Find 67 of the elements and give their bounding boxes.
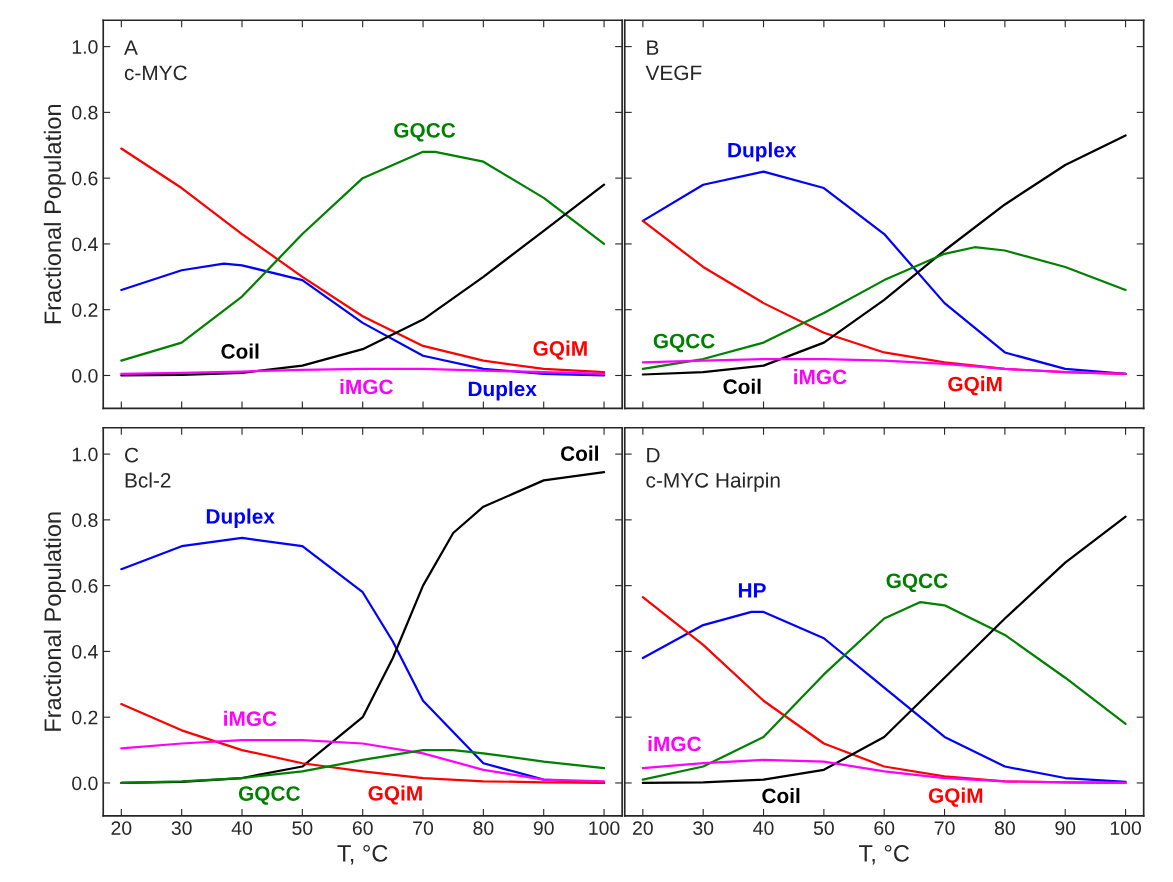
series-label: Coil xyxy=(560,445,598,461)
annotation: A xyxy=(124,40,138,55)
series-label: GQiM xyxy=(928,787,983,807)
x-tick-label: 50 xyxy=(292,821,313,835)
x-tick-label: 100 xyxy=(1110,821,1142,835)
series-label: GQiM xyxy=(368,785,422,805)
annotation: C xyxy=(125,447,139,463)
x-tick-label: 50 xyxy=(813,821,834,835)
annotation: B xyxy=(647,40,659,55)
y-tick-label: 0.2 xyxy=(72,710,98,725)
annotation: c-MYC Hairpin xyxy=(646,472,780,492)
line-series xyxy=(120,748,606,785)
series-label: GQCC xyxy=(886,573,948,593)
annotation: c-MYC xyxy=(124,65,187,81)
x-axis-title: T, °C xyxy=(337,845,388,865)
y-tick-label: 0.0 xyxy=(72,368,98,383)
series-label: Duplex xyxy=(468,380,537,401)
x-tick-label: 90 xyxy=(1055,821,1076,835)
series-label: Coil xyxy=(221,343,259,359)
series-label: Duplex xyxy=(206,508,275,528)
y-tick-label: 0.2 xyxy=(72,303,98,317)
annotation: Bcl-2 xyxy=(125,472,171,488)
y-tick-label: 0.6 xyxy=(72,171,98,186)
x-axis-title: T, °C xyxy=(859,845,910,865)
annotation: D xyxy=(647,447,660,463)
y-tick-label: 0.8 xyxy=(72,513,98,528)
series-label: HP xyxy=(738,583,766,598)
y-tick-label: 0.0 xyxy=(72,776,98,791)
series-label: iMGC xyxy=(340,378,393,395)
annotation: VEGF xyxy=(645,65,702,81)
series-label: GQiM xyxy=(533,340,587,360)
x-tick-label: 80 xyxy=(994,821,1015,835)
line-series xyxy=(120,262,606,377)
series-label: GQiM xyxy=(948,376,1002,396)
y-tick-label: 1.0 xyxy=(72,40,98,54)
y-tick-label: 0.4 xyxy=(72,644,98,659)
x-tick-label: 40 xyxy=(231,821,253,835)
x-tick-label: 40 xyxy=(753,821,774,835)
x-tick-label: 60 xyxy=(352,821,373,835)
series-label: Coil xyxy=(723,378,761,395)
line-series xyxy=(120,739,606,783)
series-label: Duplex xyxy=(728,142,797,162)
x-tick-label: 30 xyxy=(171,821,192,835)
x-tick-label: 20 xyxy=(111,821,132,835)
series-label: iMGC xyxy=(648,736,702,752)
y-tick-label: 0.6 xyxy=(72,579,98,593)
x-tick-label: 80 xyxy=(473,821,494,835)
x-tick-label: 30 xyxy=(693,821,714,835)
series-label: GQCC xyxy=(238,786,300,805)
series-label: iMGC xyxy=(224,710,277,727)
y-tick-label: 0.4 xyxy=(72,237,98,252)
y-tick-label: 1.0 xyxy=(72,447,98,462)
y-axis-title: Fractional Population xyxy=(43,512,66,731)
line-series xyxy=(120,183,606,377)
series-label: Coil xyxy=(762,787,800,804)
x-tick-label: 70 xyxy=(934,821,955,835)
x-tick-label: 60 xyxy=(874,821,895,835)
x-tick-label: 100 xyxy=(589,821,620,835)
x-tick-label: 20 xyxy=(633,821,653,835)
series-label: GQCC xyxy=(394,122,456,142)
x-tick-label: 90 xyxy=(533,821,554,835)
x-tick-label: 70 xyxy=(413,821,434,835)
y-axis-title: Fractional Population xyxy=(43,104,66,324)
y-tick-label: 0.8 xyxy=(72,105,98,120)
line-series xyxy=(120,702,606,785)
series-label: GQCC xyxy=(653,333,715,353)
series-label: iMGC xyxy=(794,369,847,385)
